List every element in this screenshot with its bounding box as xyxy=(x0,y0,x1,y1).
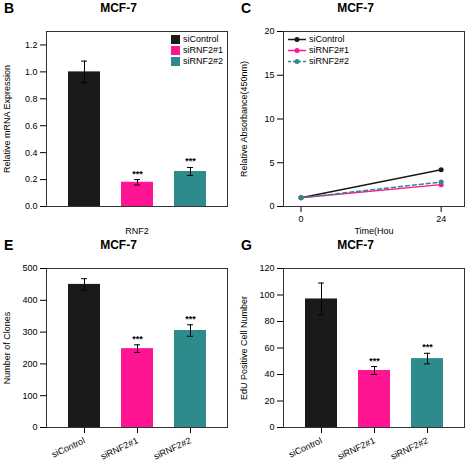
svg-text:***: *** xyxy=(369,356,380,366)
html-text:siControl: siControl xyxy=(183,34,219,44)
svg-text:200: 200 xyxy=(22,359,37,369)
svg-text:0.4: 0.4 xyxy=(25,148,38,158)
html-text:siRNF2#1: siRNF2#1 xyxy=(183,45,223,55)
html-text:MCF-7: MCF-7 xyxy=(100,1,137,15)
svg-text:60: 60 xyxy=(264,343,274,353)
svg-text:300: 300 xyxy=(22,327,37,337)
svg-text:0: 0 xyxy=(269,201,274,211)
html-text:MCF-7: MCF-7 xyxy=(100,238,137,252)
svg-text:0.2: 0.2 xyxy=(25,174,38,184)
html-text:B: B xyxy=(4,0,15,16)
svg-text:1.2: 1.2 xyxy=(25,40,38,50)
svg-text:0.6: 0.6 xyxy=(25,121,38,131)
svg-text:20: 20 xyxy=(264,26,274,36)
svg-text:Number of Clones: Number of Clones xyxy=(2,311,12,384)
html-text:E: E xyxy=(4,237,14,253)
svg-text:80: 80 xyxy=(264,316,274,326)
svg-text:0.8: 0.8 xyxy=(25,94,38,104)
html-text:siControl: siControl xyxy=(309,34,345,44)
svg-text:***: *** xyxy=(185,156,196,166)
svg-text:***: *** xyxy=(185,314,196,324)
svg-text:RNF2: RNF2 xyxy=(125,226,149,236)
svg-text:Time(Hou: Time(Hou xyxy=(354,226,393,236)
html-text:G: G xyxy=(241,237,252,253)
html-text:siRNF2#1: siRNF2#1 xyxy=(309,45,349,55)
svg-text:siControl: siControl xyxy=(287,435,323,459)
svg-text:EdU Positive Cell Number: EdU Positive Cell Number xyxy=(239,296,249,400)
svg-text:20: 20 xyxy=(264,396,274,406)
svg-text:0: 0 xyxy=(32,422,37,432)
html-text:siRNF2#2: siRNF2#2 xyxy=(183,56,223,66)
svg-text:120: 120 xyxy=(259,263,274,273)
svg-text:siRNF2#2: siRNF2#2 xyxy=(389,435,429,461)
html-text:C: C xyxy=(241,0,252,16)
svg-text:10: 10 xyxy=(264,114,274,124)
svg-text:1.0: 1.0 xyxy=(25,67,38,77)
svg-text:0: 0 xyxy=(269,422,274,432)
svg-text:40: 40 xyxy=(264,369,274,379)
svg-text:100: 100 xyxy=(259,290,274,300)
svg-text:Relative mRNA Expression: Relative mRNA Expression xyxy=(2,65,12,173)
html-text:MCF-7: MCF-7 xyxy=(337,1,374,15)
svg-text:Relative Absorbance(450nm): Relative Absorbance(450nm) xyxy=(239,61,249,177)
svg-text:siRNF2#1: siRNF2#1 xyxy=(336,435,376,461)
svg-text:***: *** xyxy=(132,169,143,179)
svg-text:***: *** xyxy=(132,334,143,344)
svg-text:15: 15 xyxy=(264,70,274,80)
html-text:siRNF2#2: siRNF2#2 xyxy=(309,56,349,66)
svg-text:5: 5 xyxy=(269,158,274,168)
svg-text:500: 500 xyxy=(22,263,37,273)
svg-text:400: 400 xyxy=(22,295,37,305)
svg-text:0: 0 xyxy=(299,214,304,224)
svg-text:100: 100 xyxy=(22,391,37,401)
svg-text:siRNF2#1: siRNF2#1 xyxy=(99,435,139,461)
html-text:MCF-7: MCF-7 xyxy=(337,238,374,252)
svg-text:siControl: siControl xyxy=(50,435,86,459)
svg-text:siRNF2#2: siRNF2#2 xyxy=(152,435,192,461)
svg-text:24: 24 xyxy=(436,214,446,224)
svg-text:***: *** xyxy=(422,342,433,352)
svg-text:0.0: 0.0 xyxy=(25,201,38,211)
